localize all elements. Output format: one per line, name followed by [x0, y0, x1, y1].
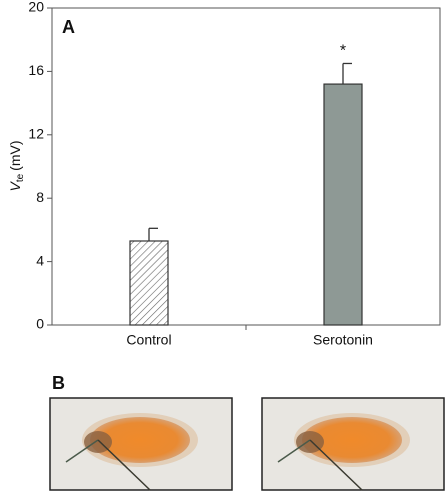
panel-label: A: [62, 17, 75, 37]
x-tick-label: Control: [126, 332, 171, 348]
x-tick-label: Serotonin: [313, 332, 373, 348]
y-label-subscript: te: [15, 173, 26, 182]
y-tick-label: 20: [28, 0, 44, 15]
photo: [49, 397, 233, 491]
plot-frame: [51, 7, 441, 326]
y-label-unit: (mV): [7, 140, 23, 170]
bar-fill: [130, 241, 168, 325]
panel-b: B: [49, 373, 445, 491]
y-tick-label: 4: [36, 252, 44, 268]
annotation: *: [340, 43, 346, 60]
y-tick-label: 12: [28, 126, 44, 142]
y-tick-label: 0: [36, 316, 44, 332]
plot-area: A Vte (mV) 0 4 8 12 16 20 Control Serotonin *: [7, 0, 441, 348]
bar: [323, 83, 363, 326]
y-axis-label: Vte (mV): [7, 140, 26, 191]
bar: [129, 240, 169, 326]
y-tick-label: 8: [36, 189, 44, 205]
y-tick-label: 16: [28, 62, 44, 78]
y-label-symbol: V: [7, 181, 23, 192]
panel-label: B: [52, 373, 65, 393]
photo: [261, 397, 445, 491]
